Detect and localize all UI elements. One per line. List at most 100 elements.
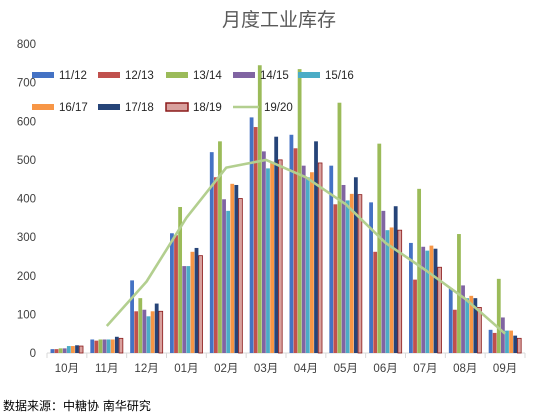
legend-swatch-15-16 (298, 72, 320, 78)
bar-12-13 (253, 127, 258, 353)
bar-17-18 (473, 298, 478, 353)
legend-label-17-18: 17/18 (125, 102, 154, 114)
legend-label-14-15: 14/15 (260, 70, 289, 82)
legend-label-19-20: 19/20 (264, 102, 293, 114)
bar-12-13 (452, 309, 457, 353)
x-tick-label: 09月 (493, 363, 517, 375)
x-tick-label: 02月 (214, 363, 238, 375)
legend-label-13-14: 13/14 (193, 70, 222, 82)
x-axis: 10月 11月 12月 01月 02月 03月 04月 05月 06月 07月 08月 09月 (46, 352, 526, 375)
bar-14-15 (341, 184, 346, 353)
bar-18-19 (277, 159, 283, 354)
bar-14-15 (381, 210, 386, 353)
bar-12-13 (413, 279, 417, 353)
bar-15-16 (465, 298, 470, 353)
y-tick-label: 400 (17, 194, 36, 206)
bar-11-12 (369, 202, 373, 353)
bar-17-18 (75, 345, 79, 353)
bar-12-13 (213, 177, 218, 353)
bar-11-12 (329, 165, 334, 353)
bar-16-17 (310, 172, 314, 353)
y-tick-label: 100 (17, 309, 36, 321)
bar-18-19 (198, 255, 203, 354)
chart-title: 月度工业库存 (222, 9, 336, 31)
bar-12-13 (94, 340, 99, 353)
bar-13-14 (98, 339, 103, 353)
data-source-note: 数据来源：中糖协 南华研究 (3, 399, 151, 413)
bar-13-14 (218, 141, 222, 353)
bar-18-19 (437, 266, 442, 354)
bar-15-16 (186, 266, 191, 353)
legend-swatch-17-18 (98, 104, 120, 110)
bar-15-16 (66, 346, 71, 353)
bar-18-19 (158, 310, 164, 354)
bar-14-15 (102, 339, 107, 353)
y-tick-label: 0 (30, 348, 36, 360)
bar-17-18 (314, 141, 318, 353)
bar-17-18 (194, 247, 199, 353)
bar-18-19 (516, 337, 522, 354)
bar-15-16 (345, 200, 350, 353)
bar-13-14 (138, 298, 143, 353)
bar-17-18 (274, 136, 279, 353)
bar-13-14 (337, 102, 342, 354)
bar-16-17 (349, 193, 354, 353)
bar-18-19 (317, 162, 323, 354)
bar-12-13 (293, 148, 298, 353)
x-tick-label: 12月 (134, 363, 158, 375)
bar-17-18 (513, 335, 518, 353)
bar-14-15 (461, 285, 465, 353)
bar-11-12 (130, 280, 134, 353)
legend: 11/12 12/13 13/14 14/15 15/16 16/17 17/18 18/19… (32, 70, 354, 114)
bar-17-18 (114, 336, 119, 353)
legend-label-16-17: 16/17 (59, 102, 88, 114)
bar-12-13 (373, 251, 378, 353)
bar-18-19 (118, 337, 124, 354)
bar-11-12 (170, 233, 174, 353)
x-tick-label: 08月 (453, 363, 477, 375)
legend-swatch-12-13 (98, 72, 120, 78)
y-tick-label: 500 (17, 155, 36, 167)
y-tick-label: 800 (17, 39, 36, 51)
bar-12-13 (492, 332, 497, 353)
line-19-20 (105, 158, 506, 335)
legend-label-15-16: 15/16 (325, 70, 354, 82)
bar-18-19 (397, 229, 403, 354)
bar-17-18 (234, 184, 239, 353)
legend-swatch-11-12 (32, 72, 54, 78)
x-tick-label: 06月 (373, 363, 397, 375)
bar-16-17 (389, 227, 394, 353)
bar-12-13 (134, 311, 139, 353)
legend-label-11-12: 11/12 (59, 70, 87, 82)
bar-16-17 (110, 339, 115, 353)
bar-14-15 (301, 165, 306, 353)
y-tick-label: 300 (17, 232, 36, 244)
bar-18-19 (357, 194, 363, 354)
bar-14-15 (222, 199, 226, 353)
bar-11-12 (409, 242, 413, 353)
bar-15-16 (385, 230, 390, 353)
bar-16-17 (270, 161, 274, 353)
bar-17-18 (154, 303, 159, 353)
x-tick-label: 01月 (174, 363, 198, 375)
bar-16-17 (469, 295, 474, 353)
x-tick-label: 05月 (334, 363, 358, 375)
bar-14-15 (500, 317, 505, 353)
y-tick-label: 700 (17, 78, 36, 90)
x-tick-label: 07月 (413, 363, 437, 375)
bar-16-17 (429, 245, 434, 353)
y-tick-label: 600 (17, 116, 36, 128)
legend-swatch-14-15 (233, 72, 255, 78)
bar-13-14 (377, 143, 382, 353)
bar-14-15 (261, 151, 266, 353)
bar-17-18 (433, 248, 438, 353)
bar-13-14 (297, 69, 302, 353)
bar-16-17 (71, 346, 75, 353)
bar-13-14 (257, 65, 262, 354)
x-tick-label: 10月 (55, 363, 79, 375)
bar-15-16 (425, 250, 430, 353)
bar-12-13 (54, 349, 59, 353)
x-tick-label: 04月 (294, 363, 318, 375)
x-tick-label: 03月 (254, 363, 278, 375)
